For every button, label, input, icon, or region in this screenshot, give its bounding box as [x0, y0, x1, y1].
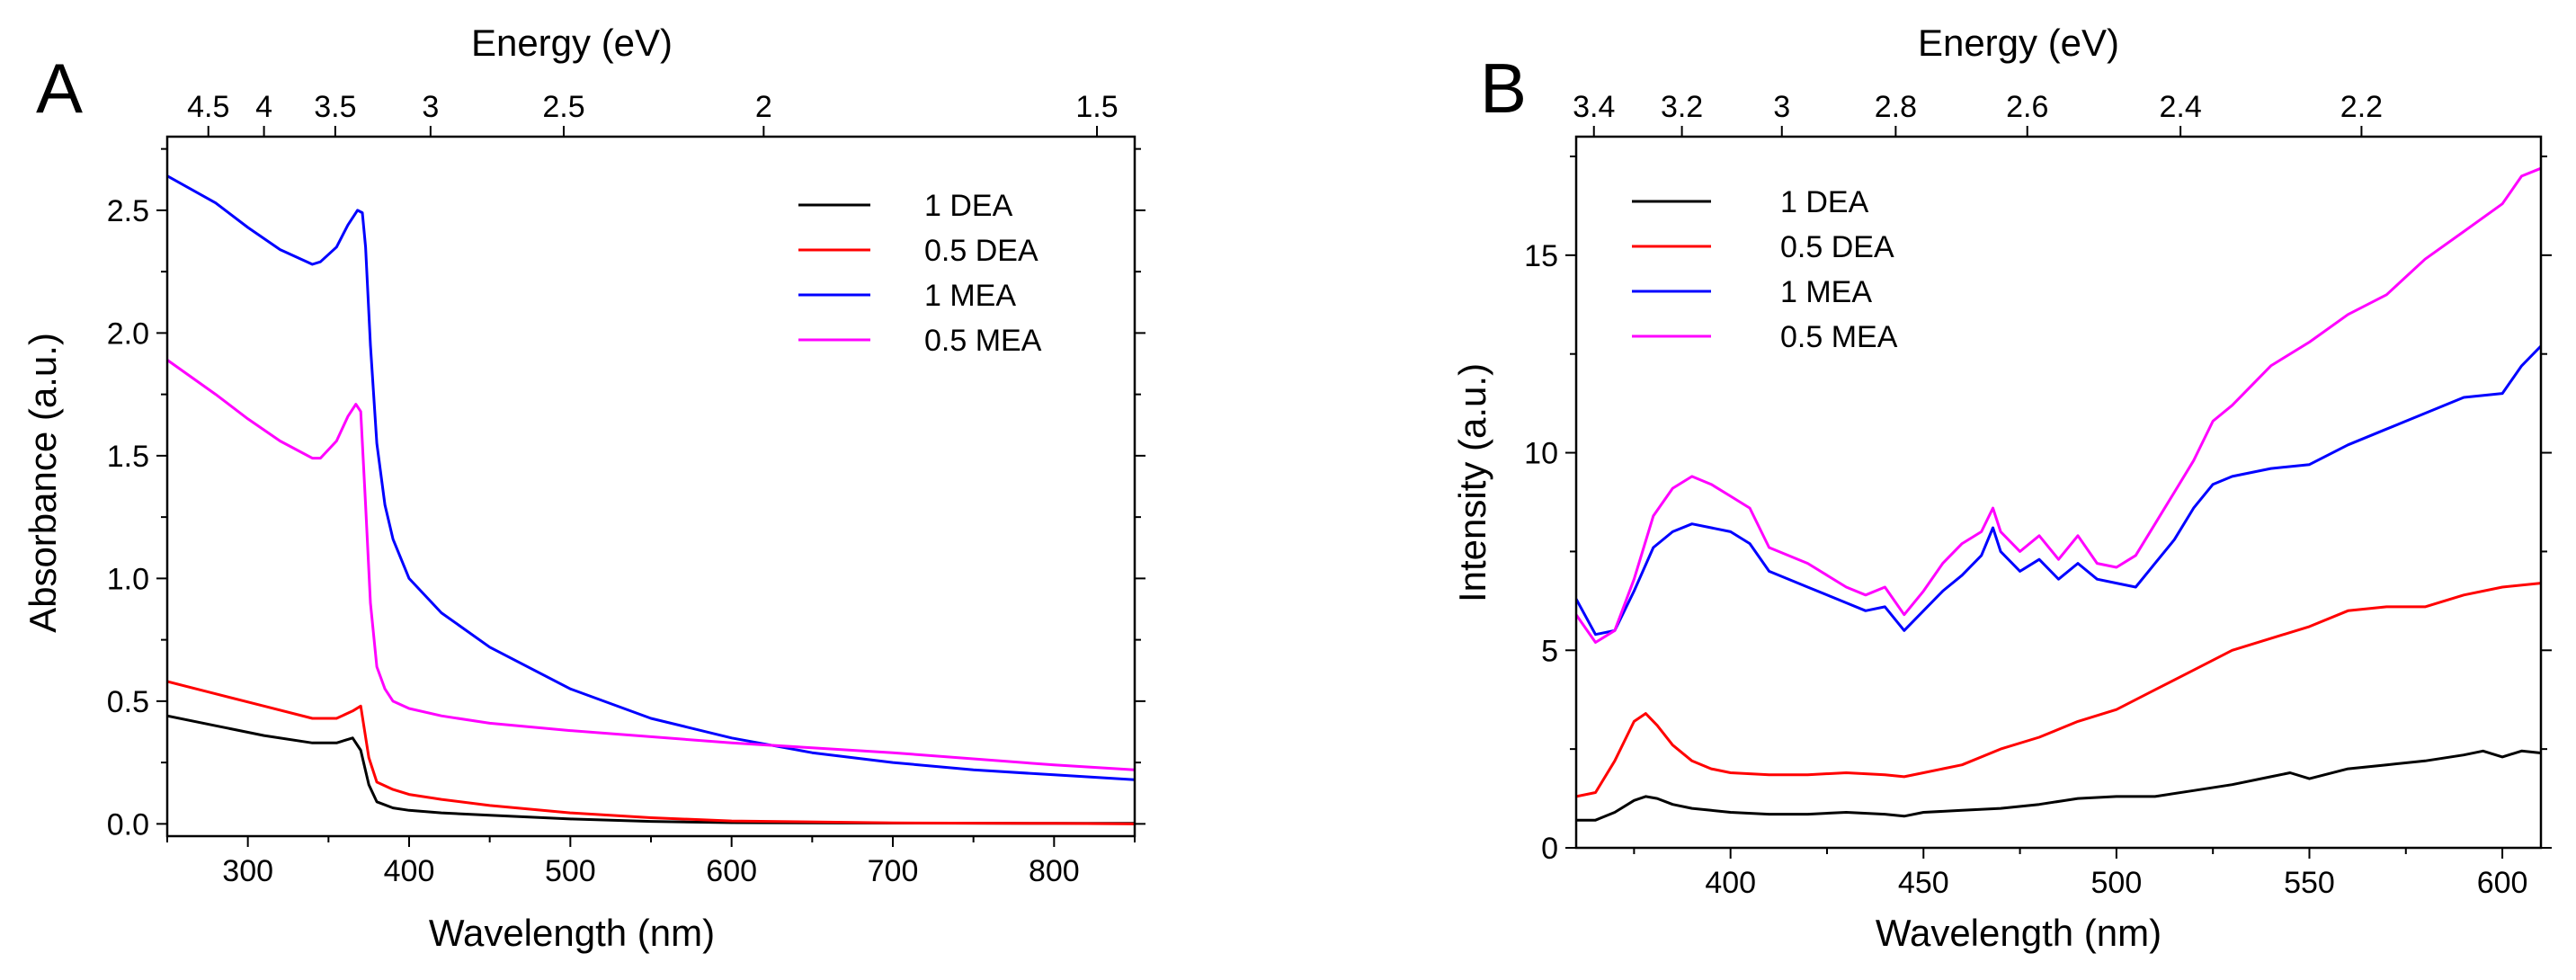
- panel-b-series-1-dea: [1576, 749, 2541, 822]
- panel-b-x-tick-label-550: 550: [2284, 866, 2335, 900]
- panel-b-x-tick-label-600: 600: [2477, 866, 2528, 900]
- panel-b: B Energy (eV) Wavelength (nm) Intensity …: [1451, 22, 2552, 954]
- panel-b-plot-area: 400 450 500 550 600 0 5 10 15 3.4 3.2 3 2.8 2.6 2.4 2.2…: [1524, 90, 2552, 900]
- panel-b-top-tick-label-2-6: 2.6: [2006, 90, 2048, 124]
- panel-a-x-tick-label-500: 500: [545, 854, 596, 888]
- panel-a-series-0-5-dea: [167, 680, 1135, 825]
- panel-b-x-axis-title: Wavelength (nm): [1876, 912, 2162, 954]
- panel-b-top-tick-label-3-2: 3.2: [1661, 90, 1703, 124]
- panel-b-letter: B: [1480, 49, 1527, 128]
- panel-a-series-group: [167, 174, 1135, 825]
- panel-b-series-0-5-dea: [1576, 582, 2541, 798]
- panel-b-top-axis-title: Energy (eV): [1918, 22, 2119, 64]
- panel-a-top-tick-label-3: 3: [422, 90, 439, 124]
- panel-b-y-axis-title: Intensity (a.u.): [1451, 363, 1493, 602]
- panel-b-top-tick-label-2-4: 2.4: [2159, 90, 2201, 124]
- panel-a-legend: 1 DEA 0.5 DEA 1 MEA 0.5 MEA: [798, 189, 1042, 358]
- panel-b-y-tick-label-0: 0: [1541, 832, 1558, 866]
- panel-b-top-tick-label-2-8: 2.8: [1875, 90, 1917, 124]
- panel-b-x-tick-label-400: 400: [1705, 866, 1756, 900]
- panel-a-x-tick-label-300: 300: [222, 854, 273, 888]
- panel-a-y-tick-label-2-0: 2.0: [107, 316, 149, 351]
- panel-b-series-0-5-mea: [1576, 166, 2541, 644]
- panel-a-x-tick-label-400: 400: [384, 854, 435, 888]
- panel-a-y-tick-label-1-5: 1.5: [107, 440, 149, 474]
- panel-b-legend-label-1-mea: 1 MEA: [1780, 275, 1872, 309]
- panel-a-legend-label-0-5-dea: 0.5 DEA: [924, 234, 1038, 268]
- panel-a-top-tick-label-2: 2: [755, 90, 772, 124]
- panel-a-legend-label-1-dea: 1 DEA: [924, 189, 1013, 223]
- panel-a-series-0-5-mea: [167, 359, 1135, 771]
- panel-b-legend: 1 DEA 0.5 DEA 1 MEA 0.5 MEA: [1632, 185, 1898, 354]
- panel-a-top-tick-label-4-5: 4.5: [187, 90, 229, 124]
- panel-a-x-axis-title: Wavelength (nm): [429, 912, 715, 954]
- panel-a-top-tick-label-1-5: 1.5: [1075, 90, 1118, 124]
- panel-b-series-1-mea: [1576, 344, 2541, 637]
- panel-b-top-tick-label-3: 3: [1773, 90, 1790, 124]
- panel-a-letter: A: [36, 49, 83, 128]
- panel-a-x-tick-label-800: 800: [1029, 854, 1080, 888]
- panel-a-x-tick-label-700: 700: [868, 854, 919, 888]
- panel-b-series-group: [1576, 166, 2541, 822]
- panel-a-series-1-dea: [167, 714, 1135, 825]
- panel-b-y-tick-label-15: 15: [1524, 239, 1558, 273]
- panel-a-x-tick-label-600: 600: [706, 854, 757, 888]
- panel-b-top-tick-label-3-4: 3.4: [1573, 90, 1615, 124]
- panel-a-legend-label-1-mea: 1 MEA: [924, 279, 1016, 313]
- panel-a-y-tick-label-1-0: 1.0: [107, 562, 149, 596]
- panel-a-y-tick-label-0-5: 0.5: [107, 685, 149, 719]
- panel-a-top-tick-label-3-5: 3.5: [314, 90, 356, 124]
- panel-b-frame: [1574, 135, 2543, 850]
- panel-b-legend-label-0-5-mea: 0.5 MEA: [1780, 320, 1898, 354]
- panel-b-y-tick-label-10: 10: [1524, 437, 1558, 471]
- panel-a-y-axis-title: Absorbance (a.u.): [22, 333, 64, 633]
- panel-a-series-1-mea: [167, 174, 1135, 781]
- panel-a-legend-label-0-5-mea: 0.5 MEA: [924, 324, 1042, 358]
- panel-b-y-tick-label-5: 5: [1541, 634, 1558, 668]
- panel-a-y-tick-label-0-0: 0.0: [107, 807, 149, 842]
- panel-a-y-tick-label-2-5: 2.5: [107, 194, 149, 228]
- panel-b-top-tick-label-2-2: 2.2: [2340, 90, 2383, 124]
- panel-b-legend-label-1-dea: 1 DEA: [1780, 185, 1869, 219]
- panel-a-top-tick-label-4: 4: [255, 90, 272, 124]
- panel-a-top-tick-label-2-5: 2.5: [542, 90, 584, 124]
- panel-a: A Energy (eV) Wavelength (nm) Absorbance…: [22, 22, 1145, 954]
- panel-b-x-tick-label-500: 500: [2091, 866, 2143, 900]
- panel-b-legend-label-0-5-dea: 0.5 DEA: [1780, 230, 1894, 264]
- panel-a-top-axis-title: Energy (eV): [471, 22, 673, 64]
- panel-b-x-tick-label-450: 450: [1898, 866, 1949, 900]
- panel-a-plot-area: 300 400 500 600 700 800 0.0 0.5 1.0 1.5 2.0 2.5 4.5 4…: [107, 90, 1145, 888]
